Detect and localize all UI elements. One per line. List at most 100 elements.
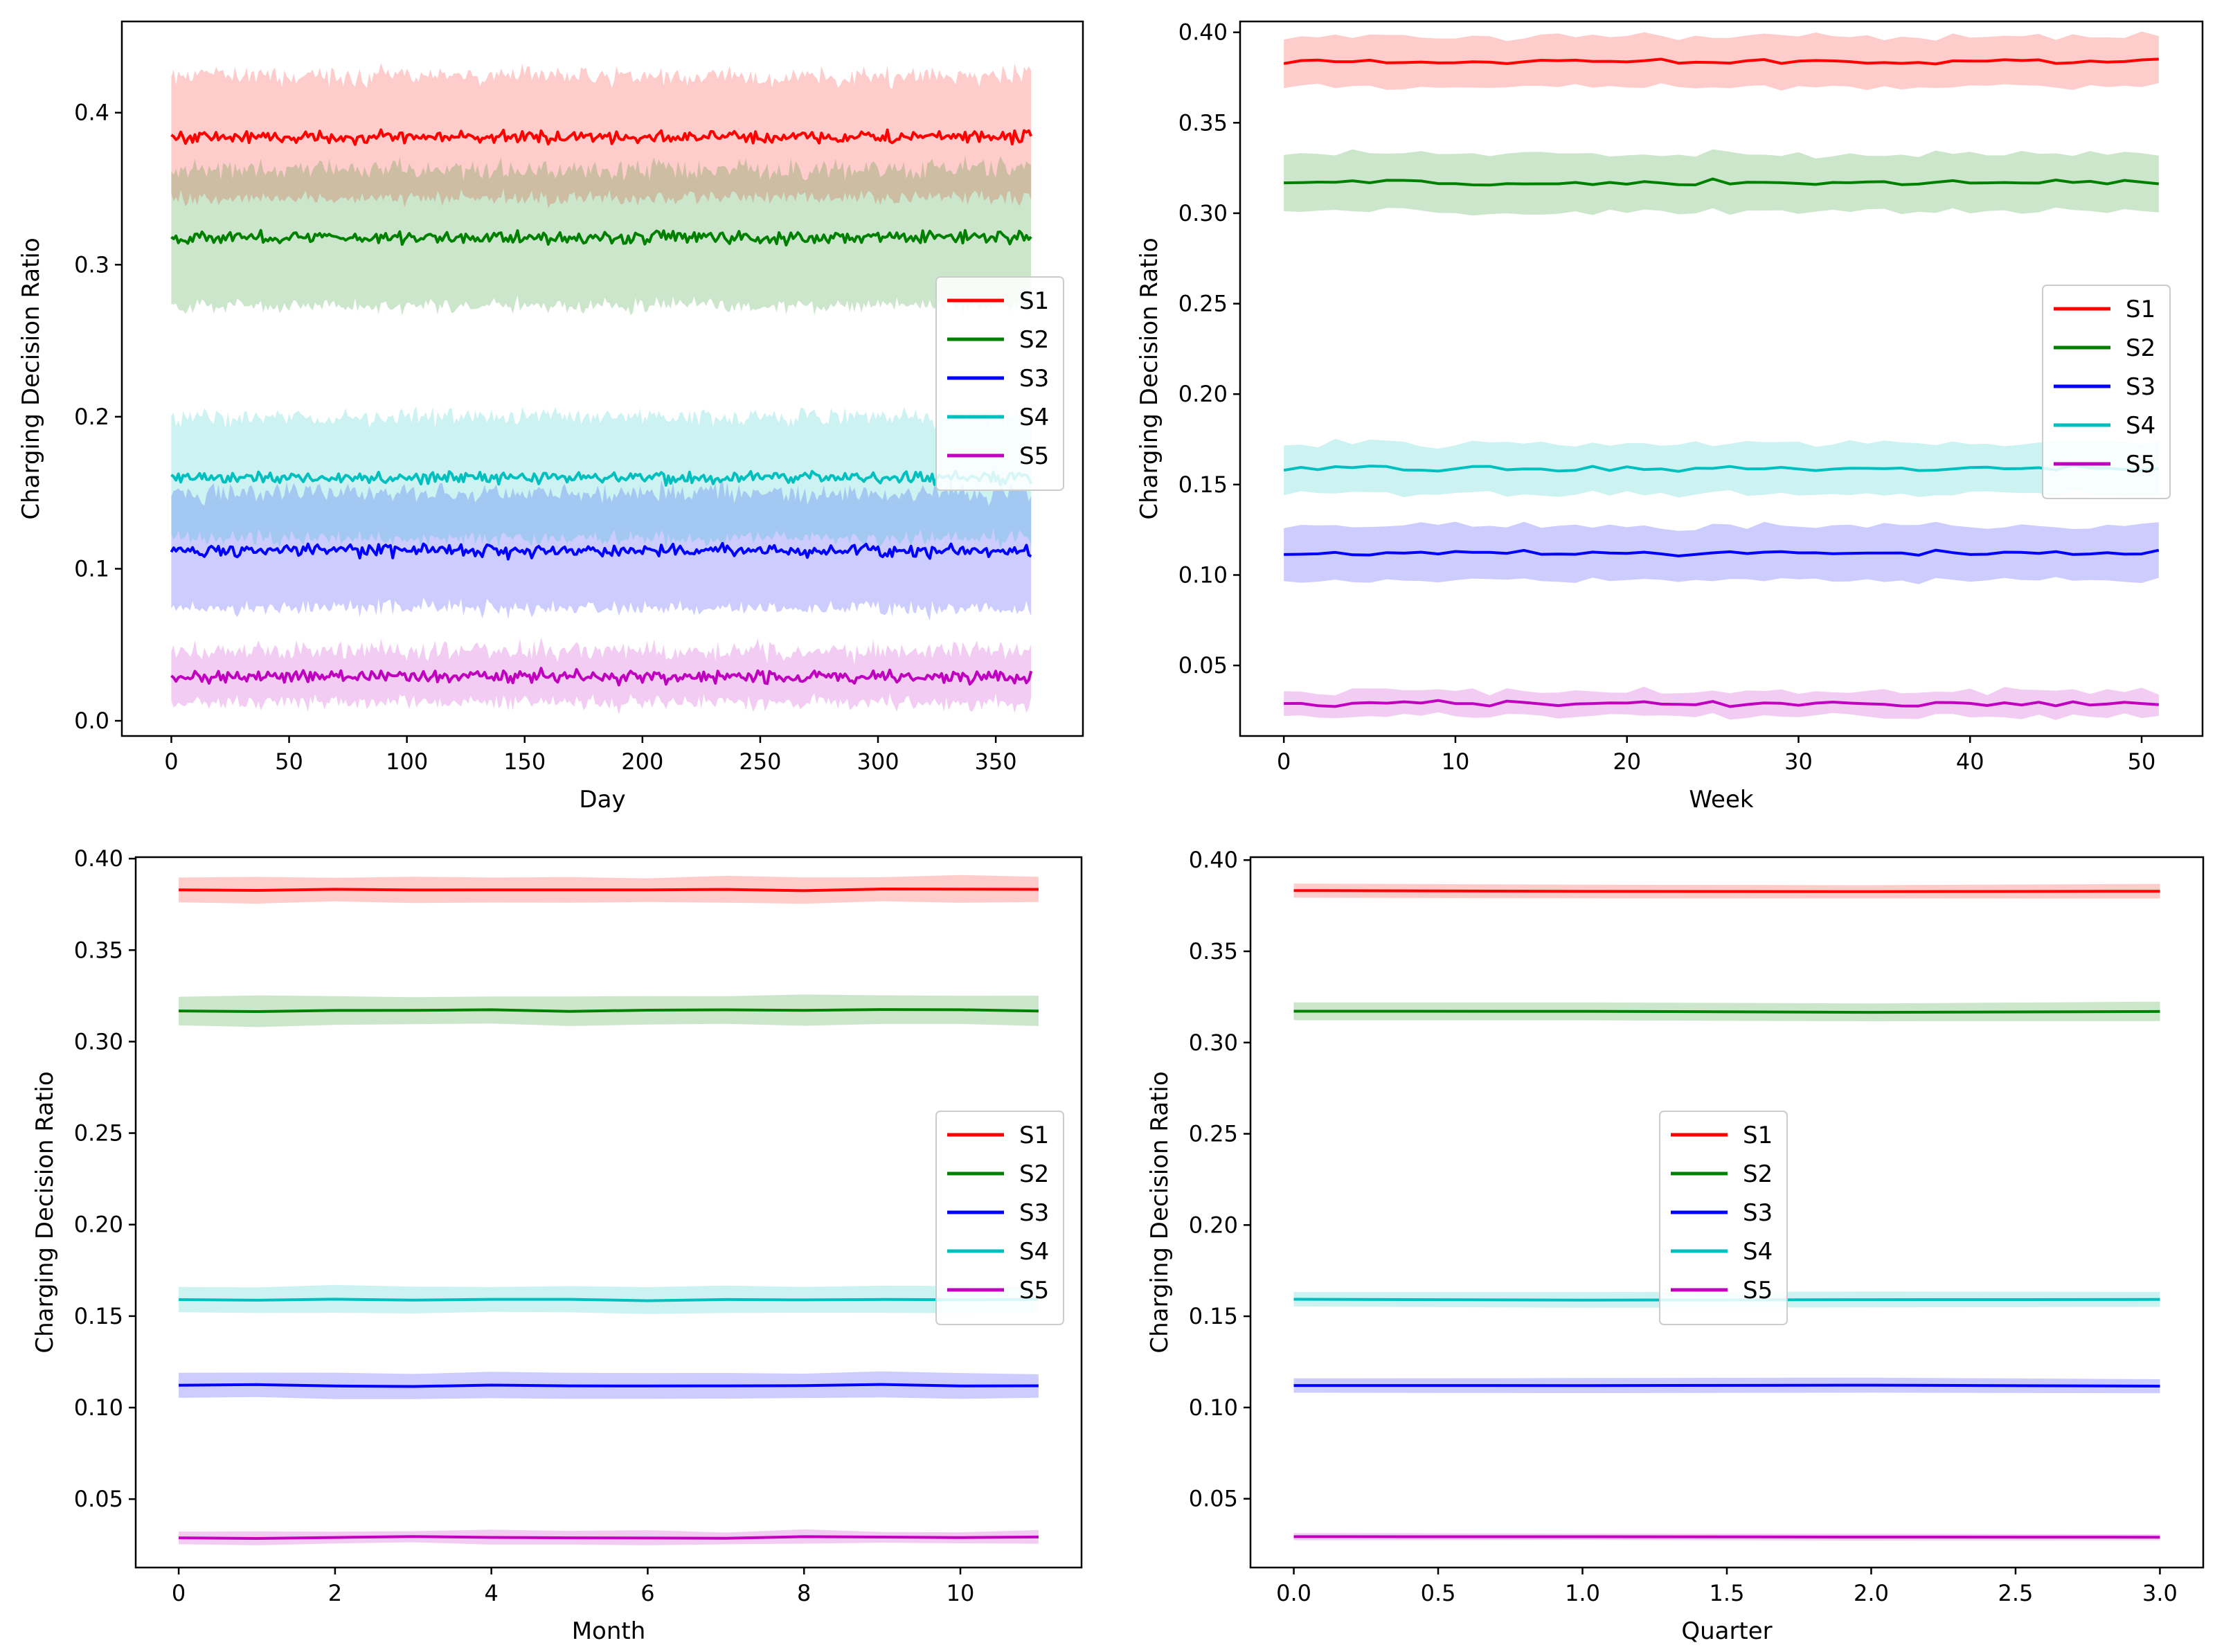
y-axis-label: Charging Decision Ratio: [17, 237, 45, 519]
x-tick-label: 0.0: [1276, 1580, 1311, 1606]
x-tick-label: 1.5: [1710, 1580, 1745, 1606]
x-tick-label: 150: [503, 748, 546, 775]
y-tick-label: 0.35: [1189, 938, 1238, 964]
y-axis-label: Charging Decision Ratio: [1146, 1071, 1174, 1353]
x-tick-label: 2.0: [1854, 1580, 1889, 1606]
series-line-s4: [170, 469, 1033, 487]
legend-label-s1: S1: [1743, 1122, 1773, 1149]
series-line-s5: [179, 1535, 1039, 1540]
series-line-s2: [1284, 177, 2160, 187]
y-tick-label: 0.30: [1178, 200, 1228, 226]
y-tick-label: 0.25: [1178, 291, 1228, 317]
legend-box: [2042, 285, 2171, 499]
series-line-s4: [1283, 464, 2159, 473]
x-tick-label: 100: [386, 748, 428, 775]
legend-label-s4: S4: [1019, 1238, 1049, 1266]
plot-frame: [120, 20, 1084, 737]
x-tick-label: 0: [164, 748, 178, 775]
x-tick-label: 10: [1442, 748, 1470, 775]
x-axis-label: Month: [572, 1617, 646, 1645]
chart-panel-top-left: 0 50 100 150 200 250 300 350 0.0 0.1 0.2 0.3 0.4 Day C…: [17, 20, 1084, 814]
chart-panel-bottom-right: 0.0 0.5 1.0 1.5 2.0 2.5 3.0 0.05 0.10 0.15 0.20 0.2…: [1146, 847, 2205, 1645]
legend-label-s3: S3: [1019, 1199, 1049, 1227]
legend-label-s5: S5: [1019, 442, 1049, 470]
x-tick-label: 200: [621, 748, 663, 775]
series-line-s5: [1293, 1535, 2160, 1539]
y-tick-label: 0.1: [74, 555, 109, 582]
y-tick-label: 0.10: [1189, 1394, 1238, 1421]
legend-label-s2: S2: [1019, 1160, 1049, 1188]
legend: S1 S2 S3 S4 S5: [1659, 1111, 1788, 1325]
legend-label-s1: S1: [2126, 296, 2155, 323]
legend-box: [935, 276, 1064, 491]
series-line-s3: [179, 1383, 1039, 1388]
band-s4: [171, 406, 1032, 550]
y-tick-label: 0.05: [1189, 1486, 1238, 1512]
x-tick-label: 2.5: [1998, 1580, 2034, 1606]
y-tick-label: 0.15: [1189, 1303, 1238, 1329]
legend-label-s3: S3: [2126, 373, 2155, 401]
x-tick-label: 20: [1613, 748, 1641, 775]
chart-panel-top-right: 0 10 20 30 40 50 0.05 0.10 0.15 0.20 0.25 0.30 0.35 0…: [1136, 19, 2204, 814]
y-tick-label: 0.25: [74, 1120, 123, 1147]
band-s5: [171, 637, 1032, 715]
x-tick-label: 1.0: [1565, 1580, 1600, 1606]
x-axis-label: Quarter: [1681, 1617, 1772, 1645]
x-tick-label: 0.5: [1421, 1580, 1456, 1606]
legend-label-s4: S4: [1019, 404, 1049, 431]
y-axis-label: Charging Decision Ratio: [31, 1071, 59, 1353]
series-line-s2: [170, 228, 1032, 246]
plot-frame: [1239, 20, 2204, 737]
legend-label-s3: S3: [1743, 1199, 1773, 1227]
legend-label-s5: S5: [2126, 451, 2155, 478]
x-tick-label: 40: [1956, 748, 1984, 775]
band-s1: [1284, 31, 2159, 91]
y-tick-label: 0.40: [1178, 19, 1228, 46]
x-tick-label: 350: [975, 748, 1017, 775]
y-tick-label: 0.25: [1189, 1121, 1238, 1147]
y-tick-label: 0.05: [1178, 652, 1228, 679]
series-line-s1: [1293, 889, 2160, 893]
y-tick-label: 0.10: [1178, 562, 1228, 588]
y-tick-label: 0.05: [74, 1486, 123, 1512]
legend-label-s4: S4: [2126, 412, 2155, 440]
legend-label-s5: S5: [1019, 1277, 1049, 1304]
legend-label-s2: S2: [2126, 334, 2155, 362]
legend: S1 S2 S3 S4 S5: [2042, 285, 2171, 499]
series-line-s2: [1293, 1009, 2160, 1014]
legend: S1 S2 S3 S4 S5: [935, 276, 1064, 491]
series-line-s3: [1284, 548, 2160, 557]
y-tick-label: 0.30: [74, 1028, 123, 1054]
legend-label-s2: S2: [1019, 326, 1049, 354]
x-tick-label: 0: [172, 1580, 186, 1606]
band-s3: [171, 478, 1032, 621]
x-axis-label: Day: [579, 786, 625, 814]
x-axis-label: Week: [1689, 786, 1753, 814]
x-tick-label: 250: [739, 748, 781, 775]
chart-panel-bottom-left: 0 2 4 6 8 10 0.05 0.10 0.15 0.20 0.25 0.30 0.35 0.40 M…: [31, 845, 1083, 1645]
series-line-s3: [1293, 1383, 2160, 1388]
legend-box: [1659, 1111, 1788, 1325]
legend-label-s4: S4: [1743, 1238, 1773, 1266]
legend-label-s1: S1: [1019, 287, 1049, 315]
series-line-s1: [1283, 57, 2159, 66]
plot-area: [136, 857, 1082, 1568]
x-tick-label: 0: [1277, 748, 1291, 775]
series-line-s5: [170, 667, 1033, 687]
x-tick-label: 50: [275, 748, 303, 775]
y-tick-label: 0.4: [74, 100, 109, 126]
legend-label-s3: S3: [1019, 365, 1049, 393]
y-tick-label: 0.2: [74, 404, 109, 430]
y-tick-label: 0.15: [74, 1303, 123, 1329]
plot-frame: [134, 856, 1083, 1569]
legend-label-s1: S1: [1019, 1122, 1049, 1149]
band-s2: [171, 155, 1032, 316]
series-line-s1: [170, 128, 1033, 146]
y-tick-label: 0.40: [1189, 847, 1238, 873]
x-tick-label: 6: [640, 1580, 654, 1606]
y-tick-label: 0.20: [1178, 381, 1228, 407]
x-tick-label: 10: [947, 1580, 975, 1606]
legend-label-s5: S5: [1743, 1277, 1773, 1304]
y-tick-label: 0.10: [74, 1394, 123, 1421]
